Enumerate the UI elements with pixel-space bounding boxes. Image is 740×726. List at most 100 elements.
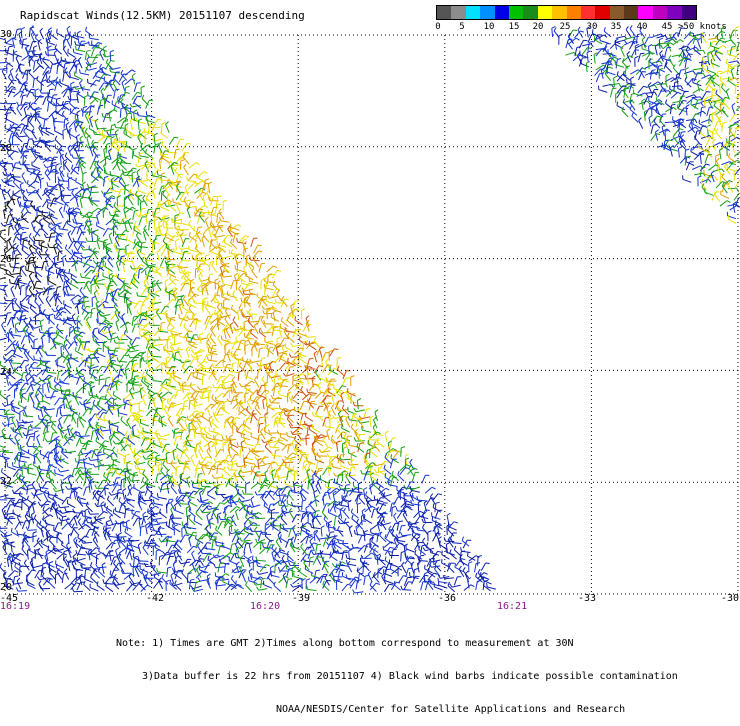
wind-barb-flag <box>56 164 60 165</box>
wind-barb-flag <box>673 64 675 68</box>
wind-barb <box>112 279 118 286</box>
wind-barb-flag <box>185 192 189 193</box>
wind-barb <box>180 235 183 244</box>
wind-barb <box>141 243 142 252</box>
wind-barb-flag <box>121 364 124 367</box>
wind-barb <box>709 38 718 39</box>
wind-barb-flag <box>170 202 171 206</box>
wind-barb <box>649 118 651 127</box>
wind-barb <box>161 207 169 210</box>
wind-barb-flag <box>125 185 129 186</box>
wind-barb-flag <box>136 213 138 216</box>
wind-barb <box>63 221 67 229</box>
wind-barb <box>197 172 204 178</box>
wind-barb <box>5 350 12 356</box>
wind-barb-flag <box>54 189 58 190</box>
wind-barb-flag <box>729 153 730 157</box>
wind-barb-flag <box>165 370 167 374</box>
wind-barb-flag <box>141 265 145 267</box>
wind-barb-flag <box>134 226 135 230</box>
wind-barb-flag <box>52 261 54 264</box>
wind-barb-flag <box>21 65 25 66</box>
wind-barb <box>694 173 703 175</box>
wind-barb <box>203 371 212 373</box>
wind-barb-flag <box>34 362 38 363</box>
wind-barb-flag <box>1 223 3 226</box>
wind-barb <box>107 390 113 397</box>
wind-barb-flag <box>26 286 30 287</box>
wind-barb-flag <box>116 274 117 278</box>
wind-barb <box>87 138 89 147</box>
wind-barb <box>77 323 78 332</box>
wind-barb-flag <box>203 375 207 376</box>
wind-barb <box>54 257 55 266</box>
wind-barb <box>669 59 674 67</box>
wind-barb <box>74 223 83 224</box>
wind-barb <box>12 197 15 206</box>
wind-barb-flag <box>655 92 657 96</box>
wind-barb <box>173 343 182 346</box>
wind-barb <box>67 40 71 48</box>
wind-barb-flag <box>90 116 93 119</box>
wind-barb <box>605 74 611 81</box>
wind-barb <box>603 84 612 86</box>
wind-barb-flag <box>288 358 289 362</box>
wind-barb-flag <box>722 107 724 111</box>
wind-barb-flag <box>66 122 69 124</box>
wind-barb-flag <box>204 390 208 391</box>
wind-barb <box>279 395 288 397</box>
wind-barb-flag <box>107 143 111 144</box>
wind-barb <box>119 335 123 343</box>
wind-barb <box>231 355 238 361</box>
wind-barb-flag <box>72 254 74 257</box>
wind-barb-flag <box>77 135 80 137</box>
wind-barb <box>314 341 320 348</box>
wind-barb <box>57 297 62 304</box>
wind-barb-flag <box>162 123 166 124</box>
wind-barb <box>686 107 687 116</box>
wind-barb-flag <box>107 250 109 253</box>
wind-barb-flag <box>109 326 112 329</box>
wind-barb-flag <box>35 181 39 183</box>
wind-barb-flag <box>123 219 124 223</box>
wind-barb-flag <box>273 266 277 268</box>
wind-barb-flag <box>208 391 212 393</box>
wind-barb-flag <box>48 288 52 289</box>
wind-barb-flag <box>106 377 110 378</box>
wind-barb <box>64 161 65 170</box>
wind-barb-flag <box>7 113 11 114</box>
wind-barb-flag <box>176 232 178 236</box>
wind-barb <box>295 320 303 325</box>
wind-barb <box>182 200 191 201</box>
wind-barb <box>0 394 7 400</box>
wind-barb-flag <box>50 61 53 64</box>
wind-barb <box>27 385 32 393</box>
wind-barb <box>9 227 10 236</box>
wind-barb <box>216 401 225 403</box>
wind-barb-flag <box>98 348 102 349</box>
wind-barb <box>670 105 671 114</box>
wind-barb <box>231 385 232 394</box>
wind-barb-flag <box>257 363 259 366</box>
wind-barb <box>202 238 205 247</box>
wind-barb-flag <box>91 284 95 285</box>
wind-barb-flag <box>52 64 56 65</box>
wind-barb-flag <box>68 401 71 404</box>
wind-barb <box>37 192 42 200</box>
wind-barb-flag <box>92 140 94 144</box>
wind-barb <box>286 331 295 332</box>
wind-barb-flag <box>164 384 168 385</box>
wind-barb <box>650 71 651 80</box>
wind-barb-flag <box>220 217 221 221</box>
wind-barb-flag <box>10 279 11 283</box>
wind-barb-flag <box>716 154 720 155</box>
wind-barb-flag <box>175 279 179 281</box>
wind-barb <box>80 227 84 235</box>
wind-barb <box>716 94 723 100</box>
wind-barb-flag <box>55 228 56 232</box>
wind-barb-flag <box>146 370 147 374</box>
wind-barb <box>121 367 126 375</box>
wind-barb-flag <box>631 84 635 85</box>
wind-barb-flag <box>137 92 141 93</box>
wind-barb <box>728 47 736 51</box>
